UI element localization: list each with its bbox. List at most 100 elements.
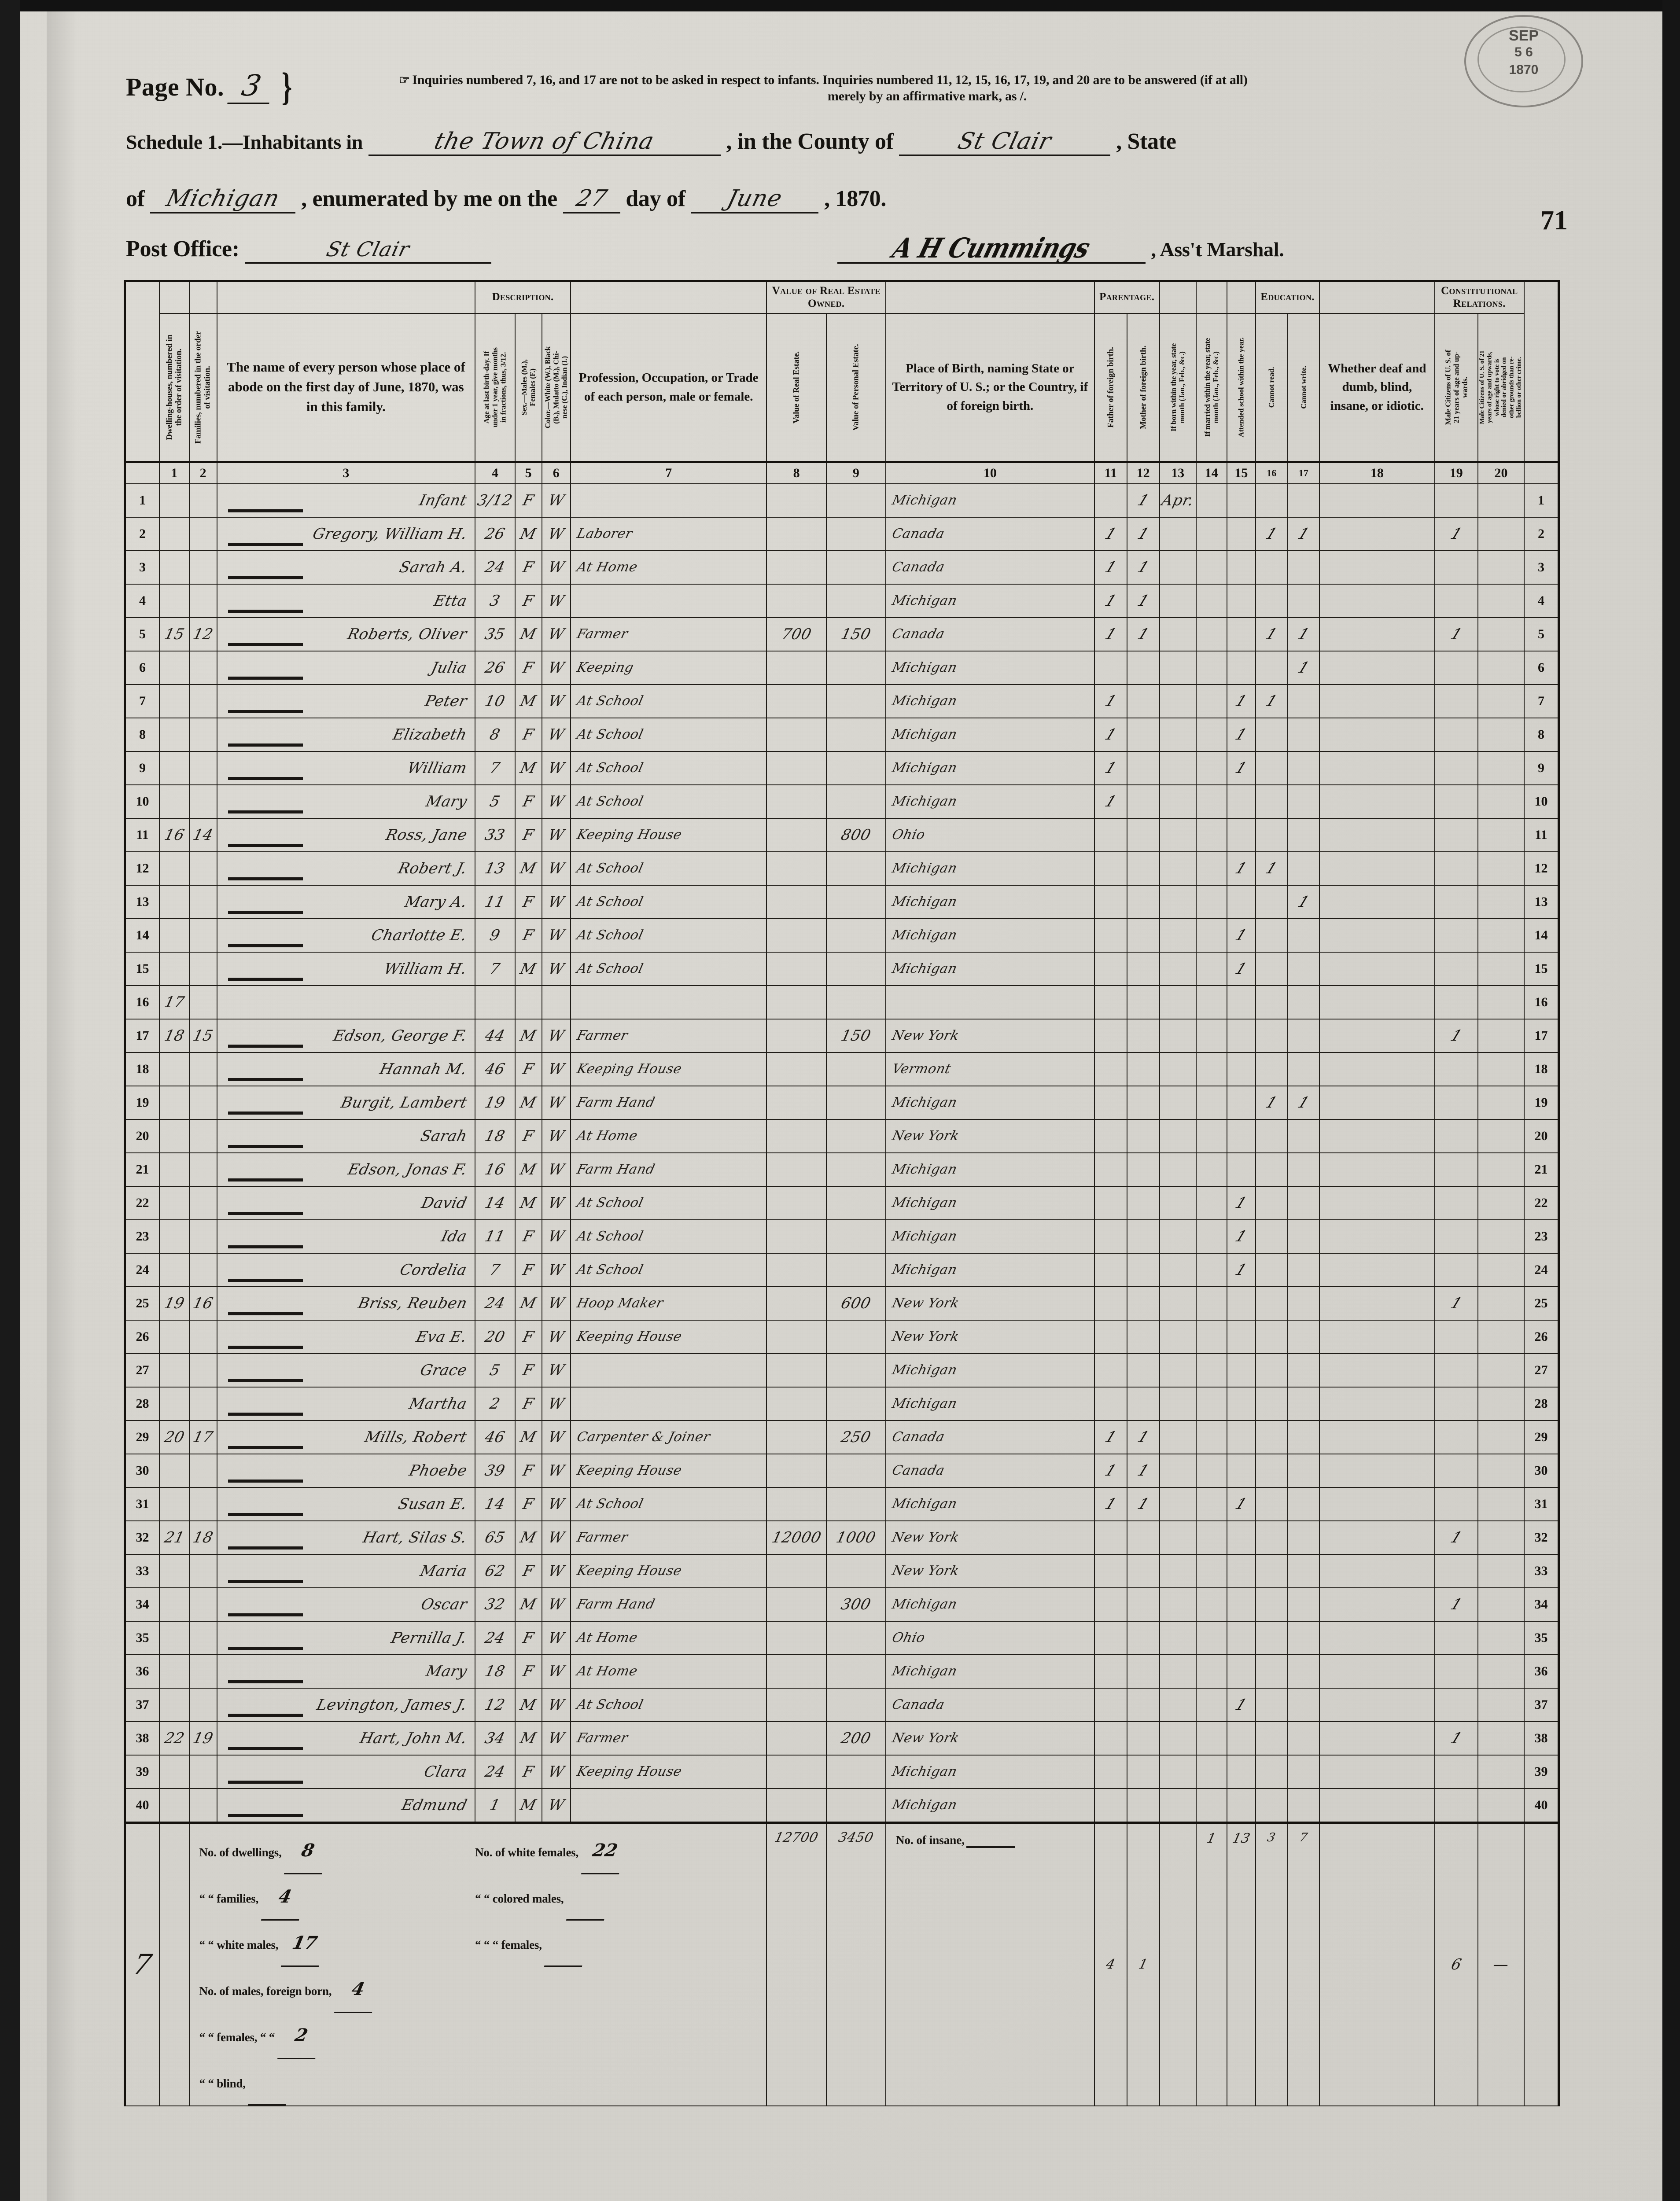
cell-father_fb: [1094, 1152, 1127, 1187]
post-office-value: St Clair: [324, 237, 413, 261]
cell-school: 1: [1226, 951, 1256, 986]
cell-mother_fb: 1: [1126, 583, 1160, 618]
cell-sex: F: [514, 1052, 542, 1086]
cell-name: Julia: [216, 650, 476, 685]
value-age: 5: [488, 1361, 502, 1379]
cell-dwelling: [158, 1553, 190, 1588]
cell-cannot_read: [1255, 1152, 1288, 1187]
cell-occupation: At School: [570, 1185, 767, 1220]
value-birthplace: Michigan: [891, 961, 959, 976]
cell-sex: F: [514, 1353, 542, 1388]
cell-personal: [825, 884, 887, 919]
cell-infirm: [1319, 1386, 1435, 1421]
cell-cannot_read: [1255, 1754, 1288, 1789]
cell-name: Cordelia: [216, 1252, 476, 1287]
col-header-3: The name of every person whose place of …: [216, 313, 476, 462]
cell-married_month: [1195, 851, 1227, 886]
cell-dwelling: [158, 1788, 190, 1823]
colnum-14: 14: [1195, 460, 1227, 484]
cell-cit21: [1434, 1687, 1478, 1722]
cell-age: 19: [475, 1085, 516, 1120]
cell-father_fb: [1094, 851, 1127, 886]
cell-cannot_write: [1287, 1152, 1320, 1187]
cell-sex: F: [514, 717, 542, 752]
cell-father_fb: [1094, 884, 1127, 919]
sheet-number: 71: [1540, 206, 1568, 236]
cell-school: 1: [1226, 918, 1256, 953]
cell-father_fb: 1: [1094, 583, 1127, 618]
value-name: Mary A.: [403, 893, 469, 911]
total-col19-cell: 6: [1434, 1821, 1478, 2106]
name-underline: [228, 1278, 303, 1282]
row-number-left: 18: [123, 1052, 160, 1086]
value-age: 14: [483, 1495, 507, 1513]
row-number-left: 11: [123, 817, 160, 852]
cell-cannot_read: [1255, 1353, 1288, 1388]
cell-birthplace: Michigan: [885, 918, 1095, 953]
value-birthplace: Michigan: [891, 1597, 959, 1612]
cell-occupation: Hoop Maker: [570, 1286, 767, 1321]
row-number-left: 12: [123, 851, 160, 886]
cell-sex: F: [514, 1453, 542, 1488]
cell-family: 16: [188, 1286, 217, 1321]
cell-age: 62: [475, 1553, 516, 1588]
value-personal: 250: [839, 1428, 873, 1446]
cell-name: Edson, Jonas F.: [216, 1152, 476, 1187]
value-name: David: [420, 1194, 469, 1212]
row-number-left: 7: [123, 684, 160, 718]
cell-birthplace: Michigan: [885, 1353, 1095, 1388]
row-number-left: 10: [123, 784, 160, 819]
cell-cit_denied: [1477, 784, 1525, 819]
cell-cannot_read: [1255, 1018, 1288, 1053]
cell-family: [188, 1687, 217, 1722]
cell-family: [188, 751, 217, 785]
cell-personal: [825, 1553, 887, 1588]
cell-family: [188, 1252, 217, 1287]
value-sex: M: [518, 759, 538, 777]
cell-cannot_write: [1287, 1687, 1320, 1722]
value-school: 1: [1233, 926, 1250, 944]
cell-real: [766, 1219, 827, 1254]
value-age: 3/12: [475, 491, 515, 509]
value-occupation: Keeping House: [575, 1563, 684, 1579]
cell-born_month: [1159, 985, 1197, 1020]
cell-sex: F: [514, 1219, 542, 1254]
cell-real: [766, 817, 827, 852]
cell-cit_denied: [1477, 1420, 1525, 1454]
cell-occupation: Farmer: [570, 1721, 767, 1756]
cell-cannot_write: [1287, 1353, 1320, 1388]
day-field: 27: [563, 185, 620, 213]
value-occupation: Keeping House: [575, 1764, 684, 1779]
value-sex: M: [518, 1160, 538, 1178]
cell-sex: M: [514, 1721, 542, 1756]
value-color: W: [546, 1763, 566, 1781]
cell-color: W: [541, 1018, 571, 1053]
cell-family: [188, 1353, 217, 1388]
cell-father_fb: [1094, 1353, 1127, 1388]
cell-father_fb: [1094, 1386, 1127, 1421]
value-color: W: [546, 725, 566, 743]
cell-cit_denied: [1477, 1553, 1525, 1588]
cell-dwelling: [158, 483, 190, 518]
cell-born_month: [1159, 1219, 1197, 1254]
cell-family: [188, 1788, 217, 1823]
cell-name: Oscar: [216, 1587, 476, 1622]
name-underline: [228, 1245, 303, 1248]
value-birthplace: Michigan: [891, 1262, 959, 1277]
cell-age: 33: [475, 817, 516, 852]
cell-father_fb: [1094, 1687, 1127, 1722]
cell-cannot_read: 1: [1255, 684, 1288, 718]
cell-sex: M: [514, 1085, 542, 1120]
cell-cannot_read: [1255, 1052, 1288, 1086]
enumerated-label: , enumerated by me on the: [301, 186, 557, 211]
colnum-10: 10: [885, 460, 1095, 484]
total-col11: 4: [1104, 1957, 1117, 1972]
cell-occupation: Keeping House: [570, 1553, 767, 1588]
cell-real: [766, 684, 827, 718]
cell-sex: F: [514, 583, 542, 618]
cell-cit21: [1434, 851, 1478, 886]
cell-mother_fb: [1126, 1520, 1160, 1555]
total-real-estate: 12700: [773, 1829, 820, 1845]
cell-personal: [825, 717, 887, 752]
cell-sex: M: [514, 1587, 542, 1622]
